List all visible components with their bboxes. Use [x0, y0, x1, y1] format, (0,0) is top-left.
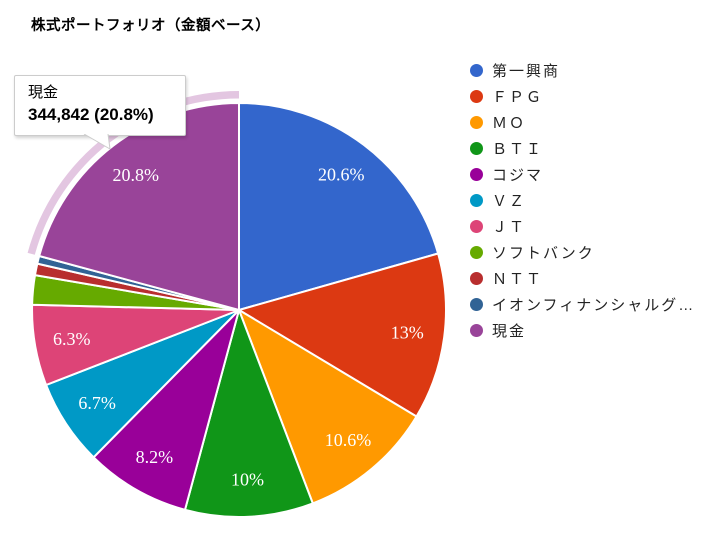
slice-percent-label: 6.3% — [53, 329, 91, 349]
legend-swatch-icon — [470, 193, 483, 207]
slice-percent-label: 20.8% — [113, 165, 160, 185]
legend-item-label: ＪＴ — [492, 218, 527, 236]
legend-item-label: ＢＴＩ — [492, 140, 544, 158]
legend-swatch-icon — [470, 141, 483, 155]
legend-swatch-icon — [470, 167, 483, 181]
legend-item-label: ＭＯ — [492, 114, 527, 132]
legend-item[interactable]: 現金 — [470, 317, 695, 343]
legend-item-label: 第一興商 — [492, 62, 561, 80]
legend-item-label: 現金 — [492, 322, 527, 340]
tooltip: 現金 344,842 (20.8%) — [14, 75, 186, 150]
slice-percent-label: 6.7% — [78, 393, 116, 413]
legend-item[interactable]: ソフトバンク — [470, 239, 695, 265]
legend-item[interactable]: ＶＺ — [470, 187, 695, 213]
legend-item[interactable]: イオンフィナンシャルグ… — [470, 291, 695, 317]
legend-item[interactable]: コジマ — [470, 161, 695, 187]
legend-swatch-icon — [470, 89, 483, 103]
pie-slice[interactable] — [238, 252, 447, 418]
legend-item-label: ＶＺ — [492, 192, 527, 210]
pie-slice[interactable] — [92, 309, 240, 511]
slice-percent-label: 10.6% — [325, 430, 372, 450]
pie-slice[interactable] — [38, 102, 240, 311]
pie-slice[interactable] — [238, 102, 440, 311]
legend-swatch-icon — [470, 323, 483, 337]
legend-swatch-icon — [470, 63, 483, 77]
legend-item[interactable]: ＭＯ — [470, 109, 695, 135]
slice-percent-label: 10% — [231, 470, 264, 490]
slice-percent-label: 8.2% — [136, 447, 174, 467]
slice-percent-label: 13% — [391, 322, 424, 342]
legend-item-label: ＦＰＧ — [492, 88, 544, 106]
chart-title: 株式ポートフォリオ（金額ベース） — [31, 18, 271, 34]
legend-item-label: ＮＴＴ — [492, 270, 544, 288]
legend-item[interactable]: ＪＴ — [470, 213, 695, 239]
legend-item[interactable]: ＮＴＴ — [470, 265, 695, 291]
legend-item-label: コジマ — [492, 166, 544, 184]
legend-item[interactable]: 第一興商 — [470, 57, 695, 83]
tooltip-value: 344,842 (20.8%) — [28, 105, 154, 124]
legend-item[interactable]: ＢＴＩ — [470, 135, 695, 161]
legend-swatch-icon — [470, 271, 483, 285]
slice-percent-label: 20.6% — [318, 165, 365, 185]
pie-slice[interactable] — [238, 309, 418, 505]
legend-swatch-icon — [470, 115, 483, 129]
legend-item-label: ソフトバンク — [492, 244, 595, 262]
legend-swatch-icon — [470, 245, 483, 259]
legend-item[interactable]: ＦＰＧ — [470, 83, 695, 109]
legend-swatch-icon — [470, 297, 483, 311]
tooltip-series-name: 現金 — [28, 84, 59, 101]
legend-item-label: イオンフィナンシャルグ… — [492, 296, 696, 314]
legend-swatch-icon — [470, 219, 483, 233]
legend: 第一興商 ＦＰＧ ＭＯ ＢＴＩ コジマ ＶＺ ＪＴ ソフトバンク ＮＴＴ イオンフィナンシャルグ…… — [470, 57, 695, 343]
pie-slice[interactable] — [184, 309, 314, 518]
